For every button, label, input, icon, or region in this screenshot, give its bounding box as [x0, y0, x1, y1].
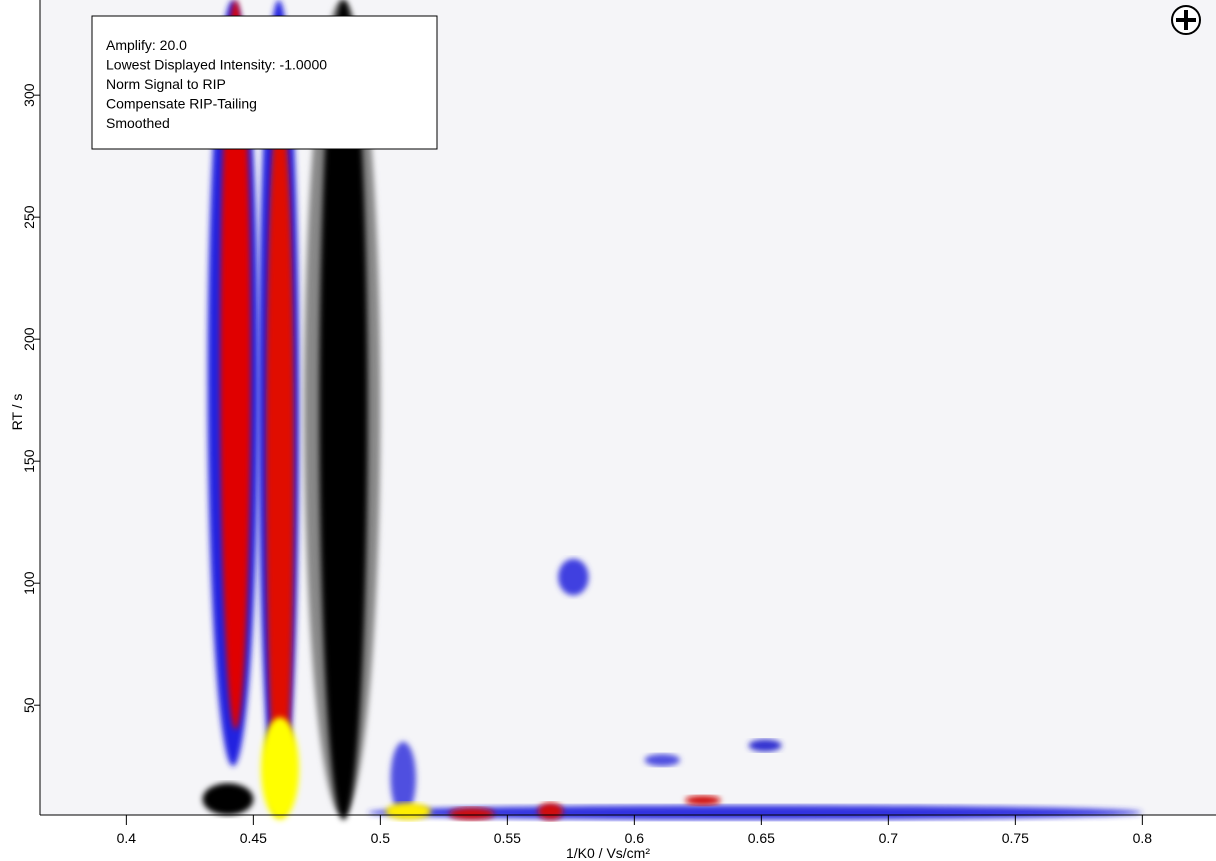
- info-line: Lowest Displayed Intensity: -1.0000: [106, 57, 327, 73]
- info-box: [91, 15, 438, 150]
- info-line: Smoothed: [106, 115, 170, 131]
- info-lines: Amplify: 20.0 Lowest Displayed Intensity:…: [106, 37, 327, 131]
- peak: [558, 558, 589, 596]
- peak: [319, 0, 368, 820]
- x-tick-label: 0.45: [240, 830, 267, 846]
- peak: [385, 802, 432, 820]
- info-line: Amplify: 20.0: [106, 37, 187, 53]
- y-tick-label: 300: [21, 83, 37, 107]
- ticks: 0.4 0.45 0.5 0.55 0.6 0.65 0.7 0.75 0.8 50 100 150 2…: [21, 83, 1152, 846]
- y-tick-label: 50: [21, 697, 37, 713]
- peak: [260, 717, 300, 820]
- x-tick-label: 0.5: [371, 830, 391, 846]
- peak: [266, 95, 294, 815]
- x-tick-label: 0.7: [879, 830, 899, 846]
- peak: [748, 739, 782, 752]
- peak: [685, 795, 721, 806]
- peak: [202, 783, 254, 815]
- zoom-button[interactable]: [1171, 5, 1201, 35]
- peaks: [202, 0, 1143, 820]
- peak: [644, 753, 681, 767]
- y-tick-label: 250: [21, 205, 37, 229]
- y-tick-label: 100: [21, 571, 37, 595]
- info-line: Norm Signal to RIP: [106, 76, 226, 92]
- x-tick-label: 0.75: [1002, 830, 1029, 846]
- x-tick-label: 0.6: [625, 830, 645, 846]
- zoom-plus[interactable]: [1176, 10, 1196, 30]
- y-tick-label: 150: [21, 449, 37, 473]
- peak: [537, 802, 564, 820]
- x-tick-label: 0.65: [748, 830, 775, 846]
- peak: [390, 741, 416, 815]
- x-tick-label: 0.55: [494, 830, 521, 846]
- y-tick-label: 200: [21, 327, 37, 351]
- x-tick-label: 0.4: [117, 830, 137, 846]
- x-tick-label: 0.8: [1133, 830, 1153, 846]
- x-axis-title: 1/K0 / Vs/cm²: [566, 845, 650, 861]
- info-line: Compensate RIP-Tailing: [106, 96, 257, 112]
- y-axis-title: RT / s: [9, 394, 25, 431]
- peak: [220, 0, 251, 730]
- peak: [448, 807, 495, 820]
